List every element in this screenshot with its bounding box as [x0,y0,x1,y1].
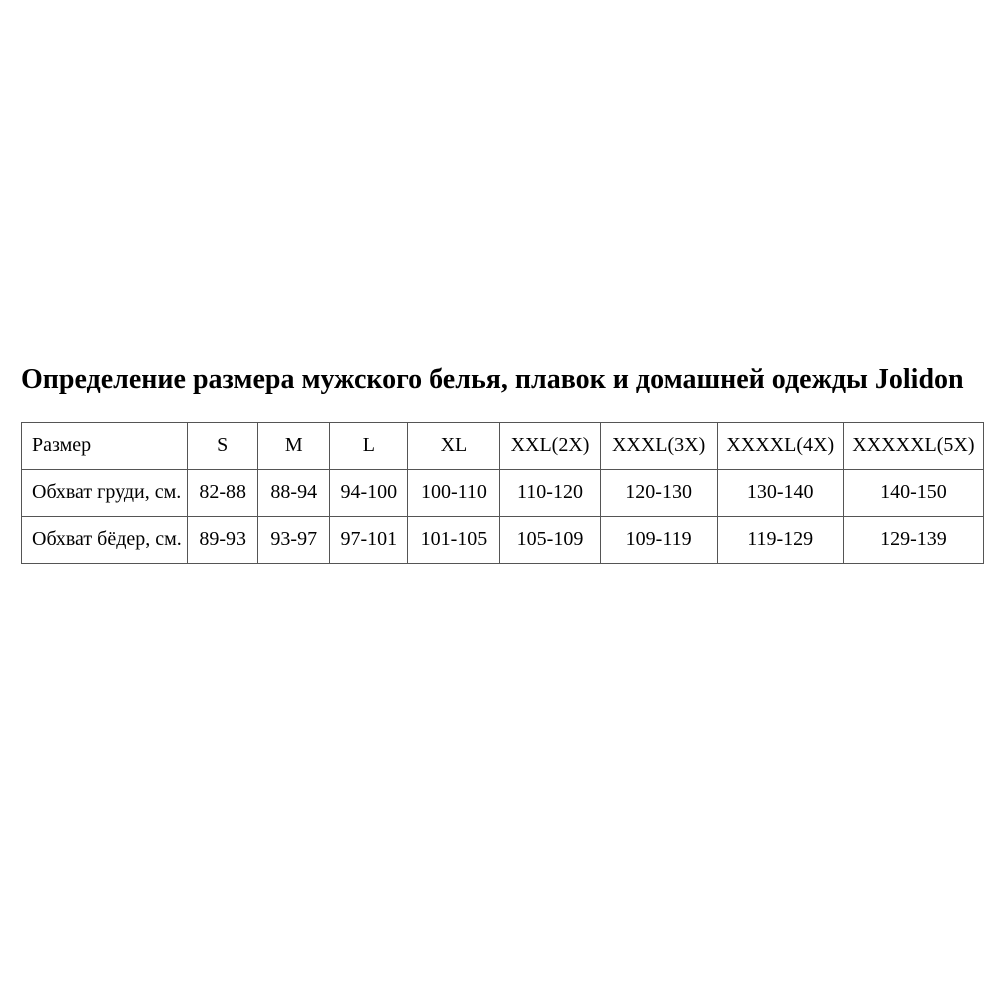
header-cell-size-XXXXXL(5X): XXXXXL(5X) [842,421,985,470]
value-cell: 110-120 [499,468,601,517]
header-cell-size-L: L [329,421,409,470]
header-cell-size-XL: XL [407,421,501,470]
value-cell: 88-94 [257,468,331,517]
value-cell: 119-129 [716,515,844,564]
header-cell-size-XXXXL(4X): XXXXL(4X) [716,421,844,470]
table-header-row: Размер S M L XL XXL(2X) XXXL(3X) XXXXL(4X) XXXXX… [20,421,985,470]
table-body: Обхват груди, см. 82-88 88-94 94-100 100-110… [20,468,985,564]
page-title: Определение размера мужского белья, плав… [21,364,964,395]
value-cell: 100-110 [407,468,501,517]
value-cell: 97-101 [329,515,409,564]
value-cell: 120-130 [599,468,718,517]
table-row: Обхват груди, см. 82-88 88-94 94-100 100-110… [20,468,985,517]
value-cell: 89-93 [187,515,259,564]
row-label-cell: Обхват бёдер, см. [20,515,189,564]
header-cell-size-XXL(2X): XXL(2X) [499,421,601,470]
header-cell-size-label: Размер [20,421,189,470]
header-cell-size-M: M [257,421,331,470]
value-cell: 140-150 [842,468,985,517]
table-row: Обхват бёдер, см. 89-93 93-97 97-101 101-105… [20,515,985,564]
size-chart-table: Размер S M L XL XXL(2X) XXXL(3X) XXXXL(4X) XXXXX… [20,421,985,564]
row-label-cell: Обхват груди, см. [20,468,189,517]
value-cell: 101-105 [407,515,501,564]
value-cell: 109-119 [599,515,718,564]
header-cell-size-S: S [187,421,259,470]
value-cell: 105-109 [499,515,601,564]
header-cell-size-XXXL(3X): XXXL(3X) [599,421,718,470]
value-cell: 93-97 [257,515,331,564]
value-cell: 130-140 [716,468,844,517]
value-cell: 94-100 [329,468,409,517]
value-cell: 129-139 [842,515,985,564]
content-area: Определение размера мужского белья, плав… [20,364,985,564]
value-cell: 82-88 [187,468,259,517]
